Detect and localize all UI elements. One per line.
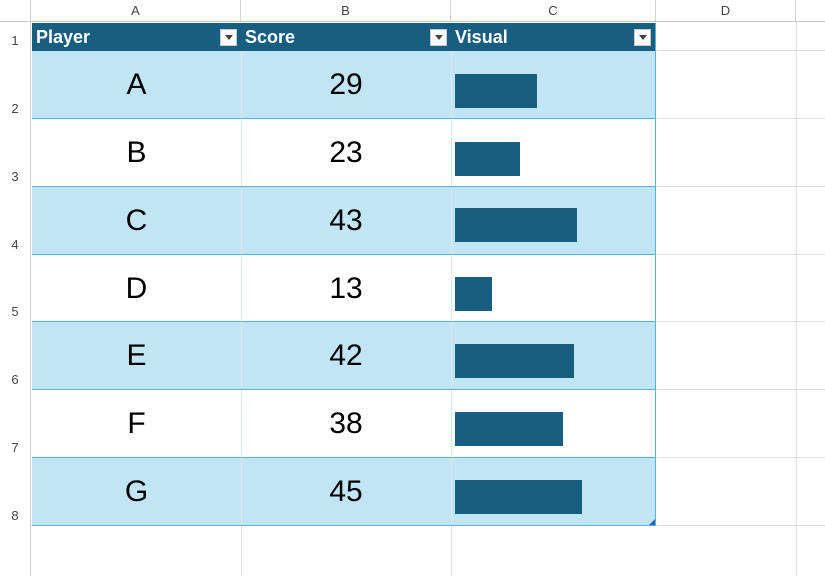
score-cell[interactable]: 13	[329, 271, 363, 305]
table-resize-handle[interactable]	[649, 519, 655, 525]
filter-dropdown-icon[interactable]	[430, 29, 447, 46]
table-row-border	[32, 389, 655, 390]
table-row: C 43	[32, 187, 655, 254]
score-cell[interactable]: 45	[329, 474, 363, 508]
table-row-border	[32, 321, 655, 322]
table-column-divider	[451, 51, 452, 525]
player-cell[interactable]: B	[126, 135, 147, 169]
gridline	[656, 321, 825, 322]
column-header-c[interactable]: C	[451, 0, 656, 22]
table-row-border	[32, 186, 655, 187]
table-row: F 38	[32, 390, 655, 457]
table-row: D 13	[32, 255, 655, 322]
row-header-6[interactable]: 6	[0, 322, 31, 390]
score-cell[interactable]: 29	[329, 67, 363, 101]
header-label-score: Score	[245, 26, 296, 47]
filter-dropdown-icon[interactable]	[220, 29, 237, 46]
visual-bar[interactable]	[455, 208, 577, 242]
header-label-visual: Visual	[455, 26, 508, 47]
player-cell[interactable]: E	[126, 338, 147, 372]
row-header-7[interactable]: 7	[0, 390, 31, 458]
visual-bar[interactable]	[455, 277, 492, 311]
table-row: A 29	[32, 51, 655, 118]
gridline	[796, 22, 797, 576]
row-header-4[interactable]: 4	[0, 187, 31, 255]
player-cell[interactable]: C	[125, 203, 148, 237]
visual-bar[interactable]	[455, 412, 563, 446]
table-row-border	[32, 118, 655, 119]
visual-bar[interactable]	[455, 344, 574, 378]
score-cell[interactable]: 38	[329, 406, 363, 440]
player-cell[interactable]: G	[124, 474, 149, 508]
select-all-corner[interactable]	[0, 0, 31, 22]
gridline	[656, 50, 825, 51]
table-right-border	[655, 23, 656, 526]
table-row: G 45	[32, 458, 655, 525]
row-header-9[interactable]	[0, 526, 31, 576]
gridline	[656, 389, 825, 390]
table-row-border	[32, 525, 655, 526]
table-header-player[interactable]: Player	[32, 23, 241, 51]
header-label-player: Player	[36, 26, 91, 47]
table-header-score[interactable]: Score	[241, 23, 451, 51]
visual-bar[interactable]	[455, 480, 582, 514]
player-cell[interactable]: A	[126, 67, 147, 101]
row-header-5[interactable]: 5	[0, 255, 31, 322]
gridline	[656, 118, 825, 119]
filter-dropdown-icon[interactable]	[634, 29, 651, 46]
score-cell[interactable]: 43	[329, 203, 363, 237]
table-header-visual[interactable]: Visual	[451, 23, 655, 51]
gridline	[656, 457, 825, 458]
score-cell[interactable]: 23	[329, 135, 363, 169]
row-header-8[interactable]: 8	[0, 458, 31, 526]
player-cell[interactable]: F	[127, 406, 146, 440]
table-column-divider	[241, 51, 242, 525]
gridline	[656, 254, 825, 255]
gridline	[656, 186, 825, 187]
row-header-2[interactable]: 2	[0, 51, 31, 119]
table-row: E 42	[32, 322, 655, 389]
table-row-border	[32, 254, 655, 255]
row-header-1[interactable]: 1	[0, 22, 31, 51]
table-row-border	[32, 457, 655, 458]
column-header-a[interactable]: A	[31, 0, 241, 22]
column-header-b[interactable]: B	[241, 0, 451, 22]
score-cell[interactable]: 42	[329, 338, 363, 372]
player-cell[interactable]: D	[125, 271, 148, 305]
column-header-e[interactable]	[796, 0, 825, 22]
row-header-3[interactable]: 3	[0, 119, 31, 187]
visual-bar[interactable]	[455, 142, 520, 176]
table-row: B 23	[32, 119, 655, 186]
visual-bar[interactable]	[455, 74, 537, 108]
column-header-d[interactable]: D	[656, 0, 796, 22]
